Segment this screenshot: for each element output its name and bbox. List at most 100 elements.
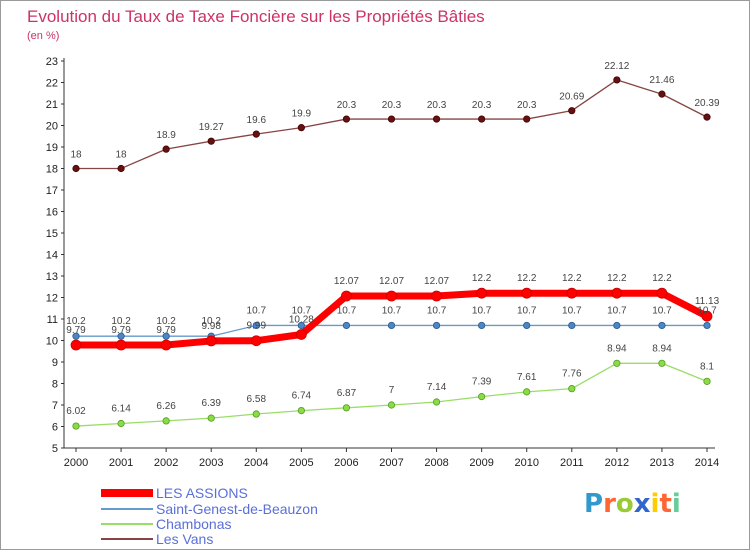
data-label-les-assions: 9.98 [201,321,221,332]
data-label-saint-genest-de-beauzon: 10.2 [111,316,131,327]
data-label-les-vans: 19.6 [247,115,267,126]
legend: LES ASSIONSSaint-Genest-de-BeauzonChambo… [101,485,318,547]
data-point-saint-genest-de-beauzon [478,321,486,330]
y-tick-label: 8 [52,379,58,391]
y-tick-label: 13 [46,271,58,283]
data-point-chambonas [568,385,576,393]
data-label-chambonas: 8.94 [607,343,627,354]
data-point-les-vans [613,76,621,84]
data-label-saint-genest-de-beauzon: 10.2 [201,316,221,327]
data-label-les-assions: 9.99 [247,321,267,332]
data-point-les-vans [72,164,80,173]
data-label-chambonas: 6.14 [111,403,131,414]
data-point-saint-genest-de-beauzon [523,321,531,330]
axes: 5 6 7 8 9 10 11 12 13 14 15 16 17 18 19 20 21 22 23 2000 200… [46,56,719,469]
data-label-saint-genest-de-beauzon: 10.7 [292,305,312,316]
data-label-les-assions: 9.79 [66,325,86,336]
data-label-les-vans: 18.9 [156,130,176,141]
x-tick-label: 2013 [650,457,674,469]
data-label-saint-genest-de-beauzon: 10.7 [562,305,582,316]
x-tick-label: 2004 [244,457,268,469]
data-point-saint-genest-de-beauzon [72,332,80,340]
data-point-chambonas [72,422,80,430]
data-label-les-vans: 21.46 [649,75,674,86]
proxiti-logo: Proxiti [584,489,681,519]
data-label-saint-genest-de-beauzon: 10.2 [156,316,176,327]
x-tick-label: 2014 [695,457,719,469]
data-label-les-vans: 19.9 [292,109,312,120]
data-point-les-assions [70,339,82,351]
data-label-les-vans: 22.12 [604,61,629,72]
y-tick-label: 16 [46,207,58,219]
data-point-chambonas [252,410,260,418]
data-point-les-assions [611,287,623,299]
y-tick-label: 17 [46,185,58,197]
data-point-saint-genest-de-beauzon [297,321,305,330]
data-point-les-assions [160,339,172,351]
data-point-chambonas [703,377,711,385]
y-tick-label: 23 [46,56,58,68]
x-tick-label: 2012 [605,457,629,469]
data-point-les-assions [566,287,578,299]
data-point-saint-genest-de-beauzon [117,332,125,340]
data-label-chambonas: 6.74 [292,391,312,402]
y-tick-label: 15 [46,228,58,240]
x-tick-label: 2001 [109,457,133,469]
data-label-les-vans: 18 [116,150,128,161]
data-label-les-assions: 12.2 [607,273,627,284]
data-label-saint-genest-de-beauzon: 10.7 [517,305,537,316]
y-tick-label: 21 [46,99,58,111]
data-point-les-assions [250,335,262,347]
data-label-saint-genest-de-beauzon: 10.7 [247,305,267,316]
data-label-chambonas: 8.1 [700,361,714,372]
legend-label-saint-genest-de-beauzon: Saint-Genest-de-Beauzon [156,501,318,517]
data-point-les-vans [162,145,170,153]
y-tick-label: 22 [46,78,58,90]
data-point-chambonas [117,419,125,428]
data-point-les-vans [523,115,531,123]
data-label-saint-genest-de-beauzon: 10.7 [652,305,672,316]
x-tick-label: 2006 [334,457,358,469]
data-point-les-assions [115,339,127,351]
x-tick-label: 2010 [514,457,538,469]
data-point-les-vans [207,137,215,145]
data-label-chambonas: 7.61 [517,372,537,383]
data-point-les-vans [117,164,125,173]
data-point-saint-genest-de-beauzon [432,321,441,330]
data-point-les-assions [656,287,668,299]
chart-subtitle: (en %) [27,30,60,42]
series-line-les-vans [76,79,708,170]
data-point-chambonas [523,388,531,396]
legend-item-les-assions: LES ASSIONS [101,485,248,501]
data-label-les-vans: 20.3 [427,100,447,111]
data-label-les-vans: 18 [70,150,82,161]
data-point-les-vans [252,130,260,138]
data-label-saint-genest-de-beauzon: 10.7 [607,305,627,316]
x-tick-label: 2011 [560,457,584,469]
data-point-saint-genest-de-beauzon [342,321,351,330]
data-point-les-assions [341,290,352,302]
data-label-les-vans: 20.39 [694,98,719,109]
data-point-chambonas [297,406,305,415]
data-label-les-assions: 12.2 [652,273,672,284]
data-label-chambonas: 7 [389,385,395,396]
data-label-les-assions: 12.2 [472,273,492,284]
data-label-les-vans: 20.3 [472,100,492,111]
y-tick-label: 6 [52,422,58,434]
data-label-chambonas: 7.76 [562,369,582,380]
data-point-les-assions [205,335,217,347]
data-point-chambonas [342,404,351,412]
data-point-les-vans [342,115,351,123]
data-label-les-assions: 12.2 [562,273,582,284]
data-point-saint-genest-de-beauzon [658,321,666,330]
data-point-les-assions [431,290,442,302]
data-point-les-vans [478,115,486,123]
data-point-chambonas [207,414,215,422]
x-tick-label: 2007 [379,457,403,469]
legend-label-les-vans: Les Vans [156,531,213,547]
legend-label-les-assions: LES ASSIONS [156,485,248,501]
data-label-chambonas: 6.39 [201,398,221,409]
data-label-chambonas: 6.02 [66,406,86,417]
data-label-chambonas: 6.26 [156,401,176,412]
data-point-les-vans [568,107,576,115]
